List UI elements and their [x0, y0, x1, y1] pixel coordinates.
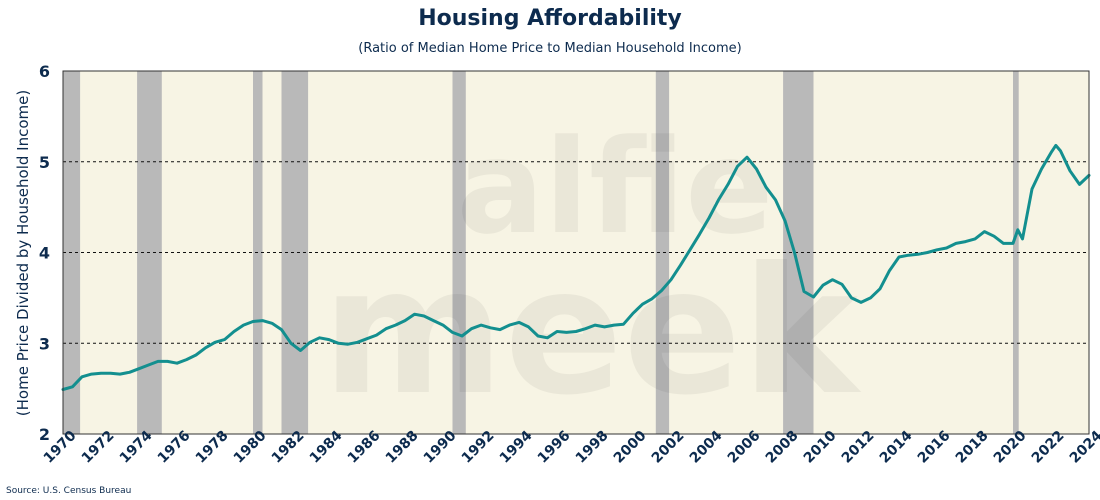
- series-line: [61, 143, 1091, 391]
- y-axis-ticks: 2 3 4 5 6: [39, 62, 50, 444]
- chart-subtitle: (Ratio of Median Home Price to Median Ho…: [358, 41, 742, 56]
- watermark-line2: meek: [322, 231, 862, 434]
- y-tick-label: 5: [39, 153, 50, 172]
- recession-band: [1013, 71, 1019, 434]
- series-path: [61, 143, 1091, 391]
- plot-border: [62, 70, 1090, 435]
- watermark-line1: alfie: [457, 111, 774, 263]
- grid-lines: [63, 161, 1089, 344]
- y-tick-label: 6: [39, 62, 50, 81]
- source-note: Source: U.S. Census Bureau: [6, 486, 132, 496]
- watermark: alfie meek: [322, 111, 862, 434]
- y-tick-label: 2: [39, 425, 50, 444]
- plot-frame: [62, 70, 1090, 435]
- y-tick-label: 4: [39, 244, 50, 263]
- y-axis-label: (Home Price Divided by Household Income): [14, 90, 32, 416]
- chart-title: Housing Affordability: [418, 6, 682, 31]
- y-tick-label: 3: [39, 334, 50, 353]
